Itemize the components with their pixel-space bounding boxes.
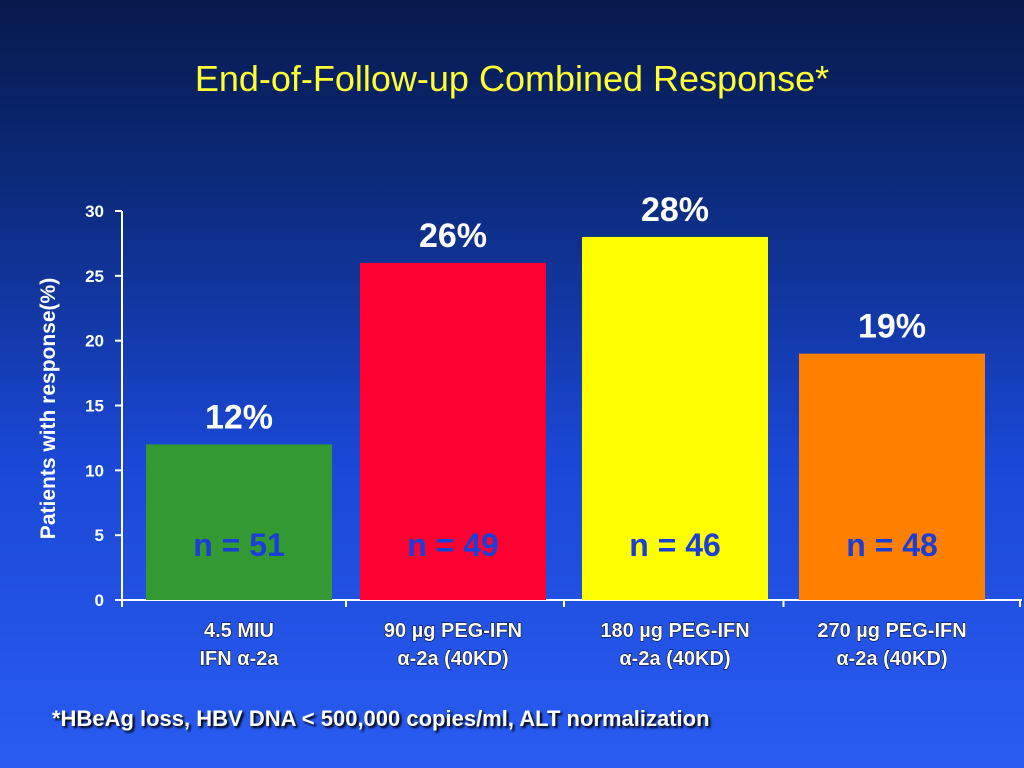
bar-value-label: 28% [641, 191, 709, 229]
x-category-label: α-2a (40KD) [836, 648, 947, 670]
y-tick-label: 0 [95, 591, 104, 610]
x-category-label: 4.5 MIU [204, 620, 274, 642]
x-category-label: α-2a (40KD) [397, 648, 508, 670]
bar-n-label: n = 48 [846, 527, 938, 563]
bar [360, 262, 546, 600]
chart-title: End-of-Follow-up Combined Response* [194, 58, 830, 99]
x-category-label: 270 µg PEG-IFN [817, 620, 966, 642]
bar [799, 353, 985, 600]
bar [582, 236, 768, 600]
y-tick-label: 10 [85, 461, 104, 480]
y-tick-label: 20 [85, 332, 104, 351]
y-tick-label: 5 [95, 526, 104, 545]
bar-n-label: n = 49 [407, 527, 499, 563]
x-category-label: α-2a (40KD) [619, 648, 730, 670]
bar-value-label: 19% [858, 308, 926, 346]
x-category-label: 180 µg PEG-IFN [600, 620, 749, 642]
bar-n-label: n = 46 [629, 527, 721, 563]
bar [146, 444, 332, 600]
bar-n-label: n = 51 [193, 527, 285, 563]
y-tick-label: 25 [85, 267, 104, 286]
bar-value-label: 26% [419, 217, 487, 255]
x-category-label: 90 µg PEG-IFN [384, 620, 522, 642]
bar-value-label: 12% [205, 398, 273, 436]
y-tick-label: 15 [85, 397, 104, 416]
x-category-label: IFN α-2a [200, 648, 280, 670]
y-axis-title: Patients with response(%) [37, 278, 60, 539]
footnote: *HBeAg loss, HBV DNA < 500,000 copies/ml… [52, 706, 710, 731]
y-tick-label: 30 [85, 202, 104, 221]
